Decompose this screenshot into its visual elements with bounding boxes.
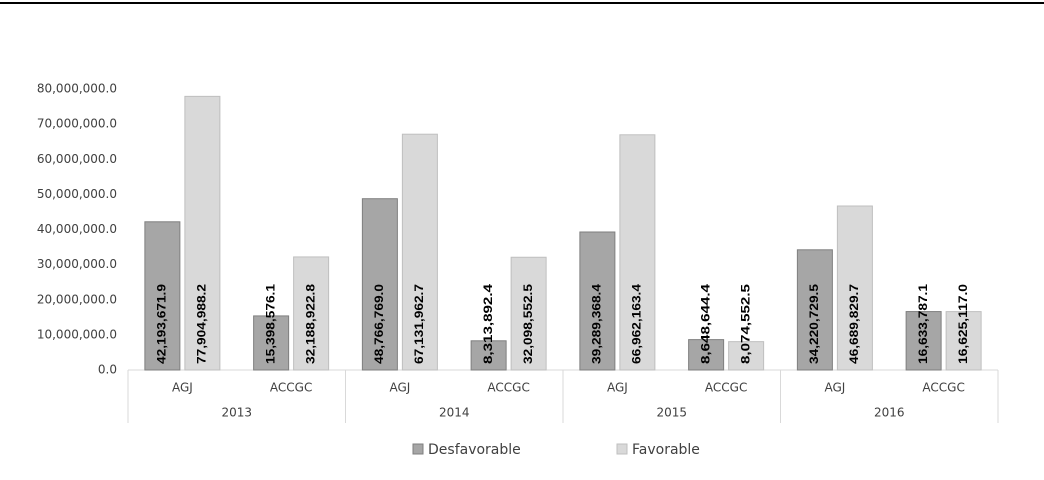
x-tick-label: ACCGC	[270, 381, 312, 395]
bar	[401, 133, 438, 371]
value-label: 32,188,922.8	[303, 284, 317, 364]
y-tick-label: 10,000,000.0	[37, 327, 117, 341]
value-label: 42,193,671.9	[155, 284, 169, 364]
value-label: 77,904,988.2	[195, 284, 209, 364]
x-tick-label: ACCGC	[922, 381, 964, 395]
y-tick-label: 0.0	[98, 363, 117, 377]
value-label: 8,074,552.5	[738, 284, 752, 364]
legend-label: Favorable	[632, 442, 700, 458]
value-label: 66,962,163.4	[630, 284, 644, 364]
value-label: 16,633,787.1	[916, 284, 930, 364]
legend-swatch	[412, 443, 424, 455]
x-group-label: 2015	[656, 406, 687, 420]
x-group-label: 2016	[874, 406, 905, 420]
legend-label: Desfavorable	[428, 442, 521, 458]
value-label: 16,625,117.0	[956, 284, 970, 364]
bar	[905, 311, 942, 371]
bar	[470, 340, 507, 371]
x-tick-label: AGJ	[607, 381, 628, 395]
bar	[796, 249, 833, 371]
value-label: 8,648,644.4	[698, 284, 712, 364]
y-tick-label: 20,000,000.0	[37, 292, 117, 306]
y-tick-label: 30,000,000.0	[37, 257, 117, 271]
bar	[688, 339, 725, 371]
value-label: 39,289,368.4	[590, 284, 604, 364]
value-label: 46,689,829.7	[847, 284, 861, 364]
value-label: 48,766,769.0	[372, 284, 386, 364]
x-tick-label: ACCGC	[705, 381, 747, 395]
x-group-label: 2014	[439, 406, 470, 420]
bar	[728, 341, 765, 371]
x-tick-label: AGJ	[824, 381, 845, 395]
y-tick-label: 70,000,000.0	[37, 117, 117, 131]
legend-swatch	[616, 443, 628, 455]
bar	[293, 256, 330, 371]
bar	[144, 221, 181, 371]
x-tick-label: AGJ	[172, 381, 193, 395]
bar	[361, 198, 398, 371]
value-label: 32,098,552.5	[521, 284, 535, 364]
value-label: 8,313,892.4	[481, 284, 495, 364]
x-group-label: 2013	[221, 406, 252, 420]
value-label: 15,398,576.1	[263, 284, 277, 364]
y-tick-label: 80,000,000.0	[37, 82, 117, 96]
bar	[579, 231, 616, 371]
y-tick-label: 50,000,000.0	[37, 187, 117, 201]
y-tick-label: 40,000,000.0	[37, 222, 117, 236]
value-label: 34,220,729.5	[807, 284, 821, 364]
bar	[836, 205, 873, 371]
value-label: 67,131,962.7	[412, 284, 426, 364]
y-tick-label: 60,000,000.0	[37, 152, 117, 166]
bar	[184, 95, 221, 371]
bar	[619, 134, 656, 371]
bar	[253, 315, 290, 371]
x-tick-label: AGJ	[389, 381, 410, 395]
bar	[945, 311, 982, 371]
bar	[510, 256, 547, 371]
x-tick-label: ACCGC	[487, 381, 529, 395]
